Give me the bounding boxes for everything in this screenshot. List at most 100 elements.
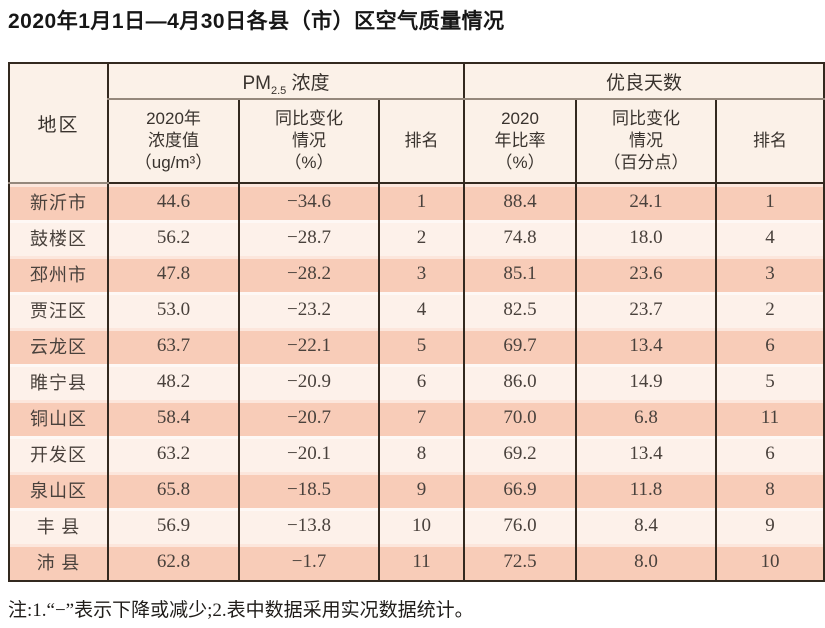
pm-value-cell: 47.8 — [107, 256, 239, 292]
good-change-cell: 13.4 — [575, 436, 717, 472]
region-cell: 鼓楼区 — [8, 220, 108, 256]
header-region: 地区 — [8, 63, 108, 184]
pm-change-cell: −23.2 — [238, 292, 379, 328]
table-row: 铜山区 58.4 −20.7 7 70.0 6.8 11 — [8, 400, 825, 436]
pm-rank-cell: 6 — [377, 364, 465, 400]
pm-rank-cell: 2 — [377, 220, 465, 256]
good-rate-cell: 88.4 — [463, 183, 577, 220]
good-rank-cell: 10 — [715, 544, 825, 581]
good-change-cell: 11.8 — [575, 472, 717, 508]
table-row: 泉山区 65.8 −18.5 9 66.9 11.8 8 — [8, 472, 825, 508]
header-pm-change: 同比变化 情况 （%） — [238, 99, 379, 184]
good-rank-cell: 3 — [715, 256, 825, 292]
header-pm25-group: PM2.5 浓度 — [106, 63, 465, 100]
pm-value-cell: 56.9 — [107, 508, 239, 544]
pm-change-cell: −20.1 — [238, 436, 379, 472]
good-rank-cell: 2 — [715, 292, 825, 328]
header-good-change: 同比变化 情况 （百分点） — [575, 99, 717, 184]
good-rate-cell: 86.0 — [463, 364, 577, 400]
pm-value-cell: 56.2 — [107, 220, 239, 256]
pm-rank-cell: 11 — [377, 544, 465, 581]
pm-rank-cell: 3 — [377, 256, 465, 292]
group-header-row: 地区 PM2.5 浓度 优良天数 — [8, 63, 825, 184]
air-quality-table: 地区 PM2.5 浓度 优良天数 2020年 浓度值 （ug/m³） 同比变化 … — [8, 62, 825, 582]
pm-change-cell: −34.6 — [238, 183, 379, 220]
good-change-cell: 13.4 — [575, 328, 717, 364]
pm-rank-cell: 7 — [377, 400, 465, 436]
good-rate-cell: 66.9 — [463, 472, 577, 508]
good-rate-cell: 69.7 — [463, 328, 577, 364]
header-good-rate: 2020 年比率 （%） — [463, 99, 577, 184]
good-change-cell: 8.4 — [575, 508, 717, 544]
table-row: 丰 县 56.9 −13.8 10 76.0 8.4 9 — [8, 508, 825, 544]
pm-change-cell: −22.1 — [238, 328, 379, 364]
table-row: 新沂市 44.6 −34.6 1 88.4 24.1 1 — [8, 183, 825, 220]
header-good-days-group: 优良天数 — [463, 63, 825, 100]
region-cell: 邳州市 — [8, 256, 108, 292]
page-title: 2020年1月1日—4月30日各县（市）区空气质量情况 — [8, 10, 505, 33]
pm-value-cell: 44.6 — [107, 183, 239, 220]
table-row: 开发区 63.2 −20.1 8 69.2 13.4 6 — [8, 436, 825, 472]
good-rank-cell: 9 — [715, 508, 825, 544]
good-rate-cell: 76.0 — [463, 508, 577, 544]
pm-change-cell: −28.2 — [238, 256, 379, 292]
region-cell: 丰 县 — [8, 508, 108, 544]
region-cell: 沛 县 — [8, 544, 108, 581]
pm-change-cell: −13.8 — [238, 508, 379, 544]
good-rate-cell: 69.2 — [463, 436, 577, 472]
pm-value-cell: 63.7 — [107, 328, 239, 364]
table-row: 邳州市 47.8 −28.2 3 85.1 23.6 3 — [8, 256, 825, 292]
region-cell: 云龙区 — [8, 328, 108, 364]
good-change-cell: 23.7 — [575, 292, 717, 328]
header-pm-rank: 排名 — [377, 99, 465, 184]
good-rate-cell: 82.5 — [463, 292, 577, 328]
pm-label-prefix: PM — [242, 72, 271, 94]
header-pm-value: 2020年 浓度值 （ug/m³） — [107, 99, 239, 184]
pm-rank-cell: 1 — [377, 183, 465, 220]
table-header: 地区 PM2.5 浓度 优良天数 2020年 浓度值 （ug/m³） 同比变化 … — [8, 63, 825, 184]
good-rate-cell: 72.5 — [463, 544, 577, 581]
table-row: 云龙区 63.7 −22.1 5 69.7 13.4 6 — [8, 328, 825, 364]
pm-change-cell: −20.7 — [238, 400, 379, 436]
pm-value-cell: 63.2 — [107, 436, 239, 472]
pm-change-cell: −18.5 — [238, 472, 379, 508]
region-cell: 睢宁县 — [8, 364, 108, 400]
good-change-cell: 6.8 — [575, 400, 717, 436]
pm-value-cell: 65.8 — [107, 472, 239, 508]
pm-rank-cell: 5 — [377, 328, 465, 364]
good-rate-cell: 74.8 — [463, 220, 577, 256]
sub-header-row: 2020年 浓度值 （ug/m³） 同比变化 情况 （%） 排名 2020 年比… — [9, 99, 825, 184]
pm-value-cell: 62.8 — [107, 544, 239, 581]
good-rank-cell: 6 — [715, 328, 825, 364]
article-page: 2020年1月1日—4月30日各县（市）区空气质量情况 地区 PM2.5 浓度 … — [0, 8, 825, 628]
pm-change-cell: −28.7 — [238, 220, 379, 256]
pm-value-cell: 53.0 — [107, 292, 239, 328]
header-good-rank: 排名 — [715, 99, 825, 184]
good-change-cell: 8.0 — [575, 544, 717, 581]
good-change-cell: 18.0 — [575, 220, 717, 256]
pm-label-subscript: 2.5 — [270, 84, 287, 97]
good-rank-cell: 11 — [715, 400, 825, 436]
pm-value-cell: 58.4 — [107, 400, 239, 436]
good-change-cell: 24.1 — [575, 183, 717, 220]
region-cell: 贾汪区 — [8, 292, 108, 328]
table-row: 贾汪区 53.0 −23.2 4 82.5 23.7 2 — [8, 292, 825, 328]
table-row: 沛 县 62.8 −1.7 11 72.5 8.0 10 — [8, 544, 825, 581]
pm-rank-cell: 9 — [377, 472, 465, 508]
footnote: 注:1.“−”表示下降或减少;2.表中数据采用实况数据统计。 — [8, 600, 474, 621]
good-rank-cell: 5 — [715, 364, 825, 400]
good-rate-cell: 85.1 — [463, 256, 577, 292]
table-row: 睢宁县 48.2 −20.9 6 86.0 14.9 5 — [8, 364, 825, 400]
table-row: 鼓楼区 56.2 −28.7 2 74.8 18.0 4 — [8, 220, 825, 256]
pm-change-cell: −1.7 — [238, 544, 379, 581]
good-rank-cell: 4 — [715, 220, 825, 256]
good-rank-cell: 8 — [715, 472, 825, 508]
table-body: 新沂市 44.6 −34.6 1 88.4 24.1 1 鼓楼区 56.2 −2… — [8, 183, 825, 581]
pm-change-cell: −20.9 — [238, 364, 379, 400]
good-rank-cell: 6 — [715, 436, 825, 472]
good-change-cell: 14.9 — [575, 364, 717, 400]
pm-label-suffix: 浓度 — [286, 72, 330, 94]
pm-rank-cell: 4 — [377, 292, 465, 328]
good-rank-cell: 1 — [715, 183, 825, 220]
region-cell: 新沂市 — [8, 183, 108, 220]
